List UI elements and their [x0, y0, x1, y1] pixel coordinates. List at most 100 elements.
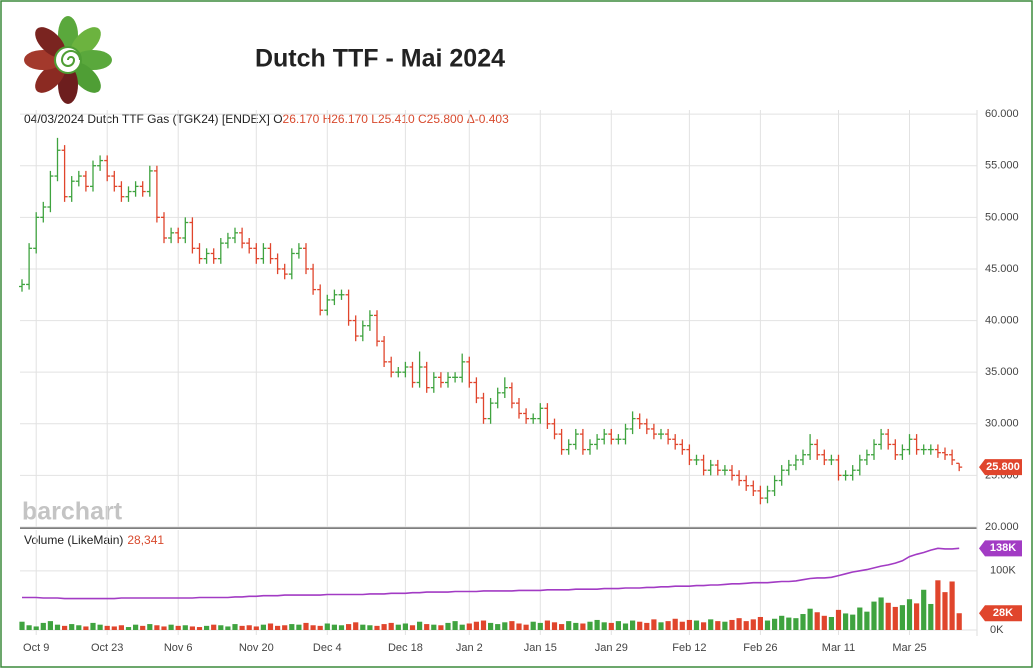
x-tick-label: Jan 29 — [595, 642, 628, 654]
volume-bar — [658, 622, 664, 630]
volume-bar — [133, 624, 139, 630]
volume-bar — [303, 622, 309, 630]
y2-tick-label: 100K — [990, 565, 1016, 577]
volume-bar — [97, 624, 103, 630]
volume-bar — [168, 624, 174, 630]
x-tick-label: Mar 25 — [892, 642, 926, 654]
volume-bar — [601, 622, 607, 630]
volume-bar — [338, 625, 345, 630]
volume-bar — [33, 626, 39, 630]
volume-bar — [779, 615, 785, 630]
volume-bar — [495, 624, 501, 630]
volume-bar — [715, 621, 721, 630]
x-tick-label: Jan 15 — [524, 642, 557, 654]
volume-bar — [594, 619, 600, 630]
x-tick-label: Feb 26 — [743, 642, 777, 654]
volume-bar — [253, 626, 259, 630]
y-tick-label: 20.000 — [985, 521, 1019, 533]
volume-bar — [367, 625, 373, 630]
volume-bar — [523, 624, 529, 630]
volume-bar — [793, 618, 799, 630]
volume-bar — [161, 626, 167, 630]
volume-bar — [104, 625, 110, 630]
volume-bar — [622, 623, 629, 630]
logo — [24, 16, 112, 104]
volume-bar — [19, 621, 25, 630]
volume-bar — [850, 614, 856, 630]
volume-bar — [175, 625, 181, 630]
volume-bar — [310, 625, 316, 630]
ma-badge-shape — [979, 540, 1022, 557]
volume-bar — [26, 625, 32, 630]
volume-bar — [843, 613, 849, 630]
volume-bar — [928, 603, 934, 630]
volume-bar — [509, 621, 515, 630]
chart-title: Dutch TTF - Mai 2024 — [255, 45, 505, 73]
volume-bar — [885, 602, 891, 630]
volume-bar — [445, 622, 451, 630]
volume-bar — [317, 625, 323, 630]
y-tick-label: 35.000 — [985, 366, 1019, 378]
volume-bar — [566, 621, 572, 630]
volume-bar — [651, 619, 657, 630]
volume-bar — [559, 624, 565, 630]
volume-bar — [225, 626, 231, 630]
volume-badge: 28K — [993, 607, 1013, 619]
x-tick-label: Nov 20 — [239, 642, 274, 654]
volume-bar — [693, 620, 700, 630]
volume-bar — [480, 620, 487, 630]
volume-bar — [665, 621, 671, 630]
volume-bar — [409, 625, 416, 630]
volume-bar — [772, 618, 778, 630]
volume-ma-line — [22, 547, 960, 600]
volume-bar — [679, 621, 685, 630]
volume-badge-shape — [979, 605, 1022, 622]
volume-bar — [360, 624, 366, 630]
volume-bar — [232, 624, 238, 630]
volume-bar — [942, 592, 948, 630]
volume-bar — [189, 626, 195, 630]
volume-bar — [69, 624, 75, 630]
volume-bar — [275, 625, 281, 630]
volume-bar — [814, 612, 820, 630]
x-tick-label: Oct 9 — [23, 642, 49, 654]
volume-bar — [757, 616, 763, 630]
volume-bar — [906, 599, 913, 630]
last-price-badge-shape — [979, 459, 1022, 476]
volume-bar — [537, 622, 543, 630]
y-tick-label: 60.000 — [985, 108, 1019, 120]
volume-bar — [289, 624, 295, 630]
volume-bar — [956, 613, 962, 630]
volume-bar — [452, 621, 458, 630]
quote-values: 26.170 H26.170 L25.410 C25.800 Δ-0.403 — [283, 112, 510, 126]
volume-bar — [246, 625, 252, 630]
volume-bar — [878, 597, 884, 630]
quote-prefix: 04/03/2024 Dutch TTF Gas (TGK24) [ENDEX]… — [24, 112, 283, 126]
volume-bar — [864, 611, 870, 630]
volume-bar — [424, 624, 430, 630]
volume-bar — [949, 581, 955, 630]
volume-bar — [402, 623, 408, 630]
volume-bar — [204, 625, 210, 630]
volume-bar — [118, 625, 124, 630]
volume-bar — [800, 614, 806, 630]
volume-bar — [473, 621, 479, 630]
volume-bar — [374, 625, 380, 630]
volume-bar — [438, 625, 444, 630]
volume-bar — [47, 621, 53, 630]
volume-bar — [921, 589, 927, 630]
volume-bar — [807, 608, 813, 630]
volume-last: 28,341 — [127, 533, 164, 547]
volume-bar — [267, 623, 274, 630]
volume-bar — [459, 624, 465, 630]
x-tick-label: Dec 4 — [313, 642, 342, 654]
volume-bar — [686, 619, 692, 630]
volume-bar — [54, 624, 61, 630]
volume-bar — [395, 624, 401, 630]
volume-bar — [196, 627, 203, 630]
volume-bar — [701, 622, 707, 630]
volume-bar — [750, 619, 756, 630]
volume-bar — [125, 627, 132, 630]
x-tick-label: Oct 23 — [91, 642, 123, 654]
